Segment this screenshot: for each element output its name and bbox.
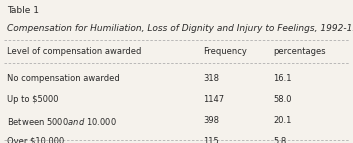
Text: Compensation for Humiliation, Loss of Dignity and Injury to Feelings, 1992-1999: Compensation for Humiliation, Loss of Di… [7,24,353,33]
Text: 318: 318 [203,74,219,83]
Text: 398: 398 [203,116,219,125]
Text: percentages: percentages [274,47,326,56]
Text: Frequency: Frequency [203,47,247,56]
Text: Level of compensation awarded: Level of compensation awarded [7,47,142,56]
Text: Up to $5000: Up to $5000 [7,95,59,104]
Text: Table 1: Table 1 [7,6,39,15]
Text: No compensation awarded: No compensation awarded [7,74,120,83]
Text: 16.1: 16.1 [274,74,292,83]
Text: 58.0: 58.0 [274,95,292,104]
Text: 115: 115 [203,137,219,143]
Text: Between $5000 and $ 10.000: Between $5000 and $ 10.000 [7,116,117,127]
Text: 1147: 1147 [203,95,224,104]
Text: 5.8: 5.8 [274,137,287,143]
Text: Over $10,000: Over $10,000 [7,137,64,143]
Text: 20.1: 20.1 [274,116,292,125]
